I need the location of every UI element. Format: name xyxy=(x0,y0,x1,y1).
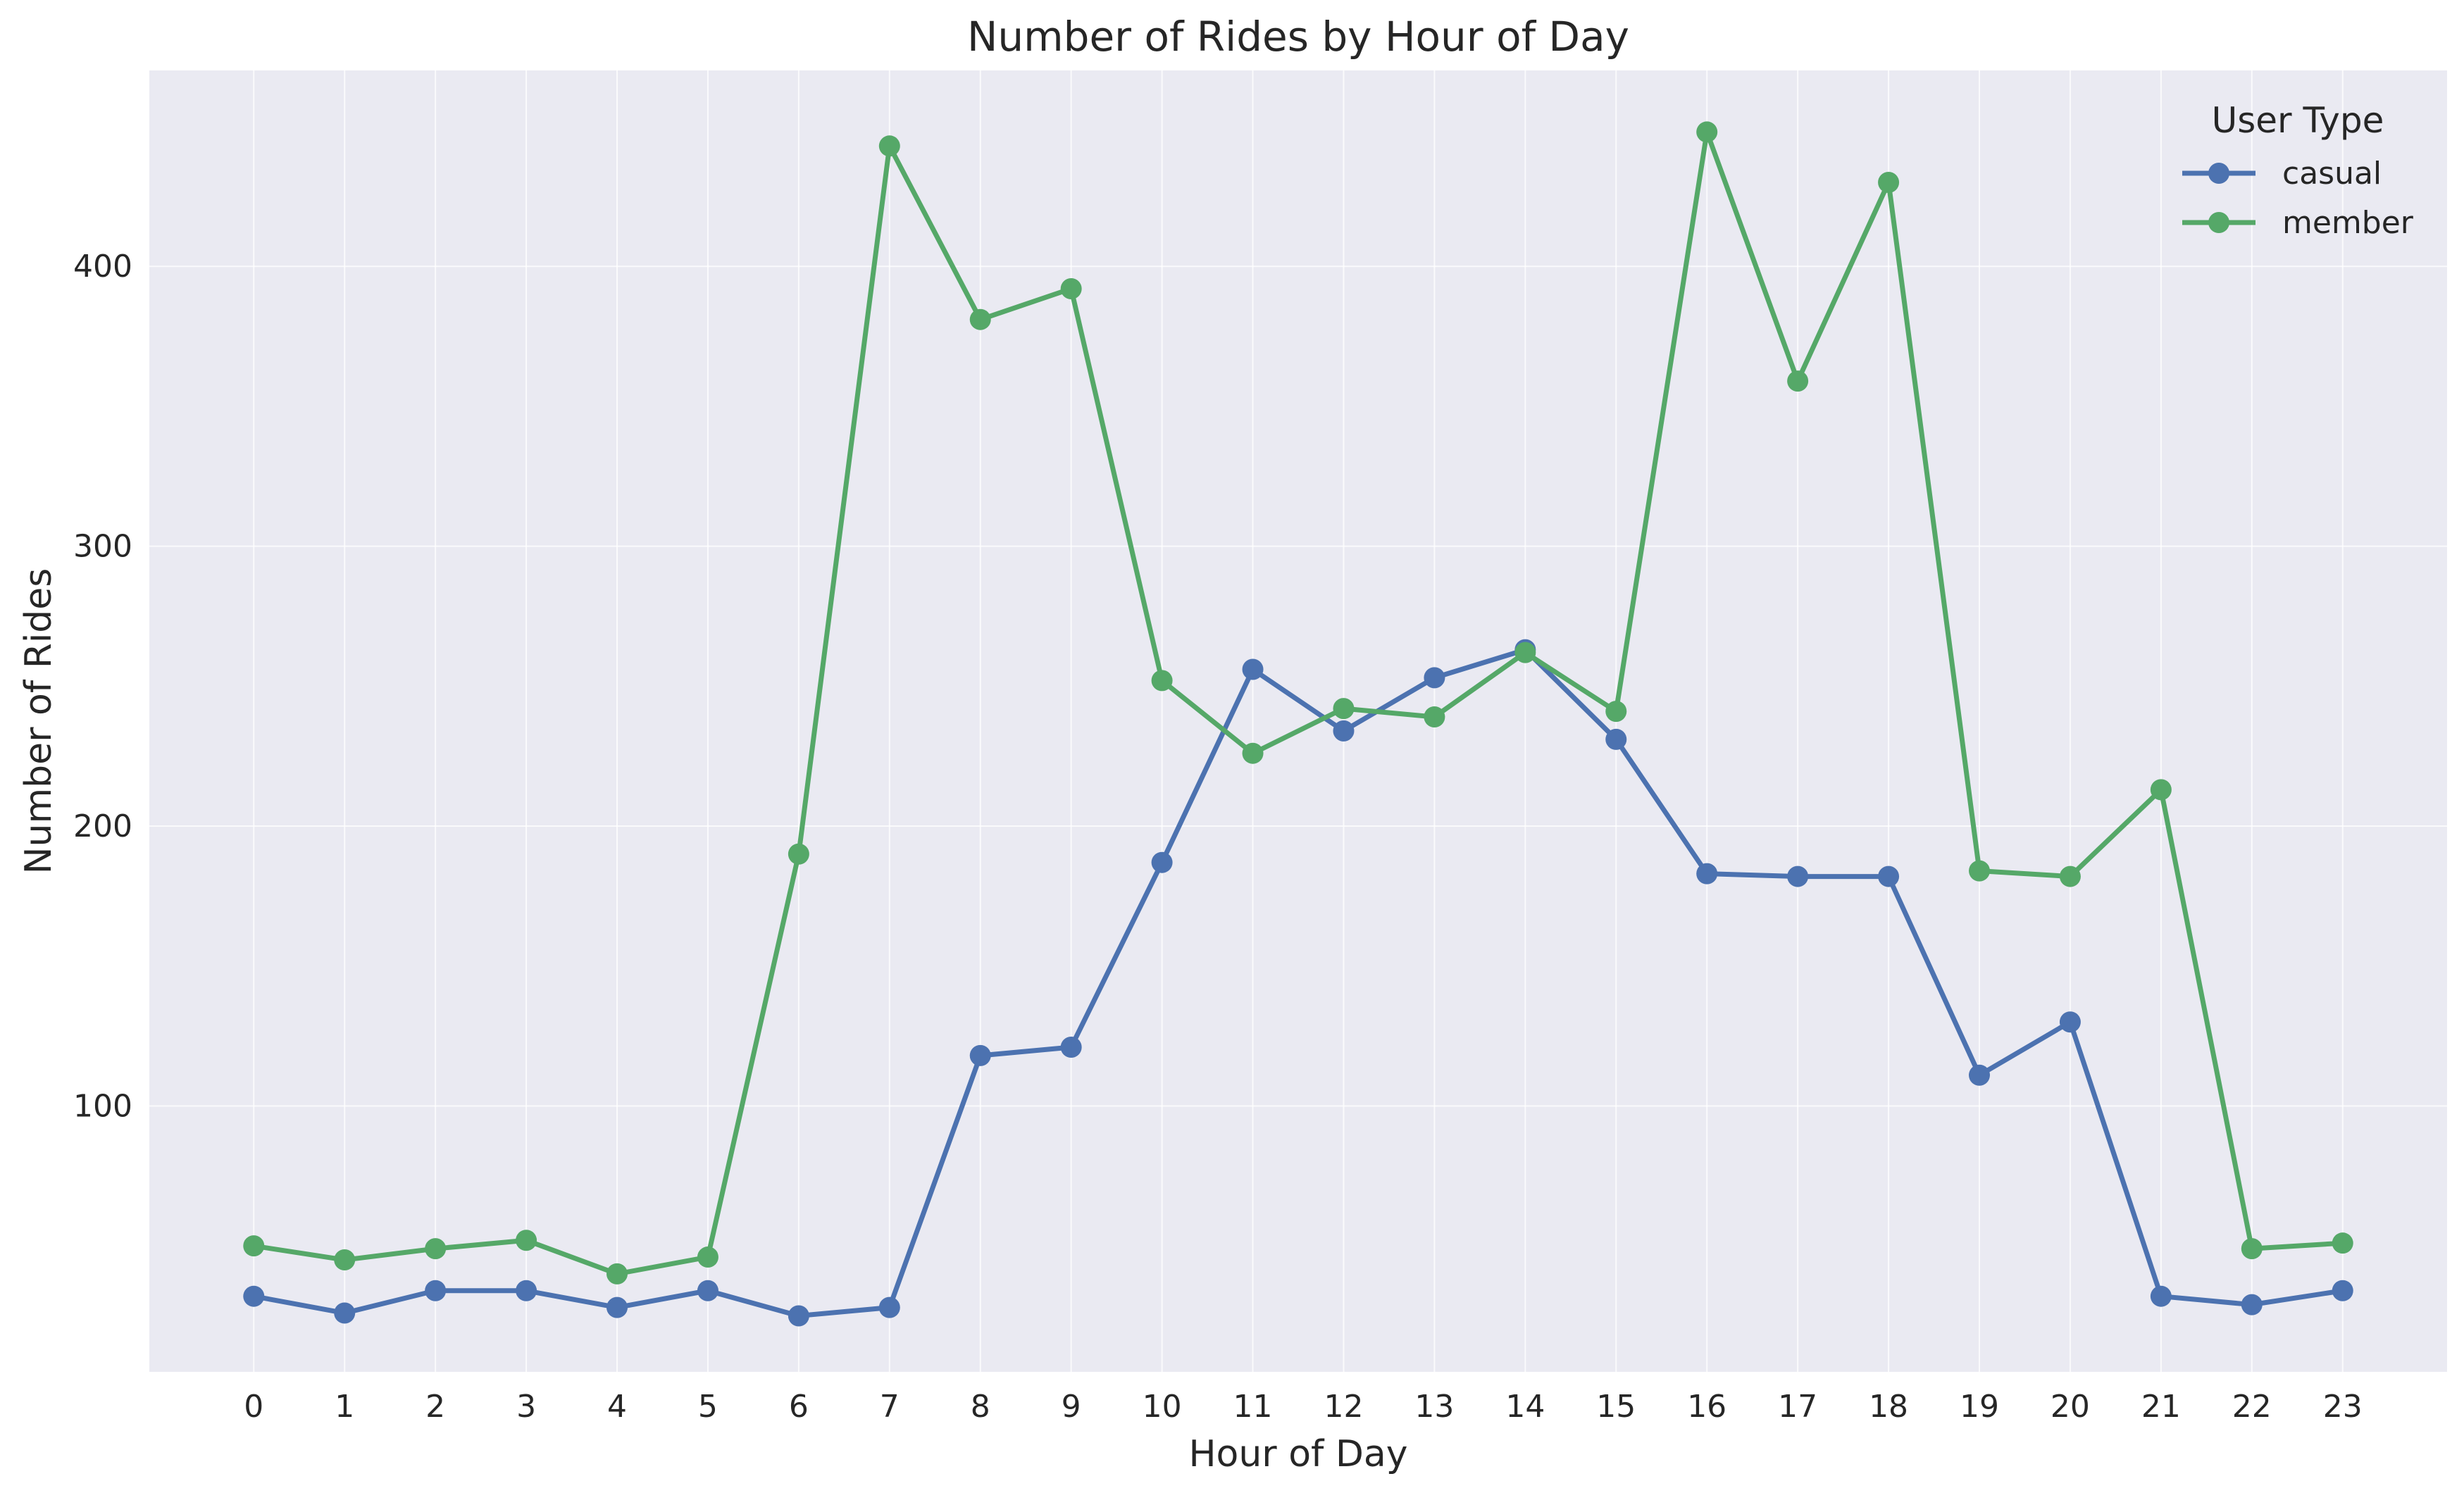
data-point-casual xyxy=(243,1285,265,1307)
data-point-casual xyxy=(878,1296,900,1318)
x-tick-label: 0 xyxy=(244,1389,263,1425)
x-tick-label: 15 xyxy=(1596,1389,1636,1425)
data-point-member xyxy=(1242,742,1264,764)
data-point-member xyxy=(2241,1238,2263,1260)
grid xyxy=(149,70,2447,1372)
data-point-casual xyxy=(1242,658,1264,680)
data-point-casual xyxy=(1151,851,1173,873)
series-line-casual xyxy=(253,647,2344,1319)
data-point-casual xyxy=(1060,1036,1082,1058)
data-point-member xyxy=(1696,121,1718,143)
x-tick-label: 7 xyxy=(880,1389,900,1425)
data-point-casual xyxy=(2150,1285,2172,1307)
legend: User Type casual member xyxy=(2182,100,2414,241)
x-tick-label: 17 xyxy=(1778,1389,1817,1425)
data-point-casual xyxy=(1424,667,1445,689)
legend-title: User Type xyxy=(2212,100,2384,141)
data-point-member xyxy=(425,1238,447,1260)
x-tick-label: 6 xyxy=(789,1389,809,1425)
y-axis-label: Number of Rides xyxy=(18,568,60,875)
data-point-casual xyxy=(334,1302,356,1324)
data-point-member xyxy=(1333,698,1355,720)
legend-marker-casual xyxy=(2208,163,2229,184)
data-point-casual xyxy=(788,1305,809,1327)
y-tick-label: 300 xyxy=(73,529,132,565)
legend-marker-member xyxy=(2208,212,2229,233)
data-point-casual xyxy=(516,1280,537,1301)
data-point-casual xyxy=(969,1044,991,1066)
x-tick-label: 3 xyxy=(516,1389,536,1425)
plot-area xyxy=(149,70,2447,1372)
data-point-casual xyxy=(2059,1011,2081,1033)
series-member xyxy=(243,121,2353,1285)
data-point-casual xyxy=(606,1296,628,1318)
x-tick-label: 2 xyxy=(425,1389,445,1425)
data-point-member xyxy=(1424,706,1445,728)
data-point-casual xyxy=(1968,1064,1990,1086)
data-point-casual xyxy=(2332,1280,2353,1301)
data-point-member xyxy=(878,135,900,157)
data-point-member xyxy=(2332,1232,2353,1254)
chart-title: Number of Rides by Hour of Day xyxy=(967,13,1629,61)
x-tick-label: 21 xyxy=(2141,1389,2181,1425)
data-point-casual xyxy=(1878,865,1900,887)
data-point-member xyxy=(1151,670,1173,692)
data-point-member xyxy=(1514,642,1536,663)
data-point-casual xyxy=(1605,728,1627,750)
data-point-casual xyxy=(1696,863,1718,885)
x-tick-label: 4 xyxy=(607,1389,627,1425)
x-tick-label: 14 xyxy=(1505,1389,1545,1425)
x-tick-label: 16 xyxy=(1687,1389,1726,1425)
data-point-member xyxy=(697,1246,718,1268)
data-point-member xyxy=(969,308,991,330)
x-tick-label: 10 xyxy=(1143,1389,1182,1425)
x-tick-label: 8 xyxy=(971,1389,990,1425)
x-tick-label: 23 xyxy=(2323,1389,2363,1425)
y-axis-ticks: 100 200 300 400 xyxy=(73,249,132,1124)
x-tick-label: 11 xyxy=(1233,1389,1273,1425)
data-point-member xyxy=(516,1230,537,1251)
data-point-casual xyxy=(2241,1294,2263,1315)
x-tick-label: 19 xyxy=(1960,1389,1999,1425)
data-point-member xyxy=(1605,701,1627,723)
x-axis-label: Hour of Day xyxy=(1188,1433,1407,1475)
data-point-member xyxy=(243,1235,265,1257)
data-point-member xyxy=(606,1263,628,1285)
data-point-casual xyxy=(1787,865,1809,887)
legend-label-member: member xyxy=(2282,205,2414,241)
data-point-member xyxy=(2059,865,2081,887)
data-point-casual xyxy=(697,1280,718,1301)
x-tick-label: 20 xyxy=(2051,1389,2090,1425)
x-tick-label: 13 xyxy=(1414,1389,1454,1425)
series-casual xyxy=(243,639,2353,1327)
series-line-member xyxy=(253,129,2343,1277)
x-axis-ticks: 0 1 2 3 4 5 6 7 8 9 10 11 12 13 14 15 16 17 18 19 20 21 22 23 xyxy=(244,1389,2362,1425)
x-tick-label: 1 xyxy=(335,1389,354,1425)
data-point-member xyxy=(334,1249,356,1271)
data-point-member xyxy=(1878,171,1900,193)
x-tick-label: 18 xyxy=(1869,1389,1908,1425)
data-point-casual xyxy=(425,1280,447,1301)
data-point-member xyxy=(1968,860,1990,882)
x-tick-label: 9 xyxy=(1062,1389,1081,1425)
y-tick-label: 400 xyxy=(73,249,132,285)
legend-label-casual: casual xyxy=(2282,156,2382,192)
data-point-member xyxy=(1787,370,1809,392)
series-layer xyxy=(243,121,2353,1327)
x-tick-label: 5 xyxy=(698,1389,718,1425)
x-tick-label: 12 xyxy=(1324,1389,1363,1425)
data-point-member xyxy=(2150,779,2172,801)
y-tick-label: 200 xyxy=(73,808,132,844)
x-tick-label: 22 xyxy=(2232,1389,2272,1425)
data-point-member xyxy=(1060,277,1082,299)
data-point-member xyxy=(788,843,809,865)
data-point-casual xyxy=(1333,720,1355,742)
y-tick-label: 100 xyxy=(73,1088,132,1124)
